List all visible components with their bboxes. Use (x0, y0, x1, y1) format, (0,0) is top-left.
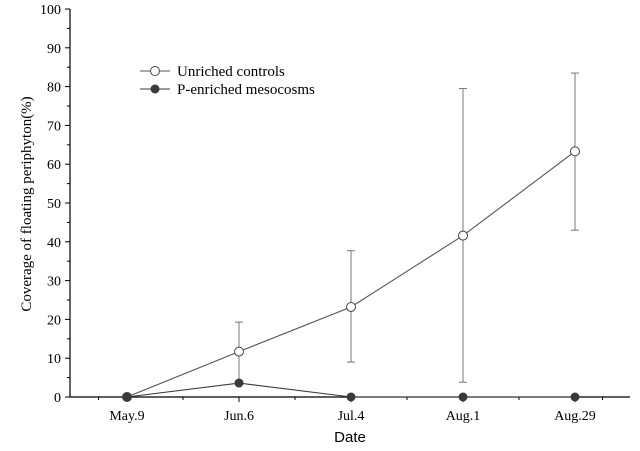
x-axis-title: Date (334, 429, 366, 446)
y-axis-title: Coverage of floating periphyton(%) (19, 96, 35, 311)
y-tick-label: 40 (47, 236, 61, 251)
series-2 (122, 378, 580, 402)
y-tick-label: 10 (47, 352, 61, 367)
data-point (458, 392, 468, 402)
y-tick-label: 100 (40, 3, 61, 18)
legend: Unriched controls P-enriched mesocosms (140, 64, 315, 98)
x-tick-label: Jul.4 (338, 409, 365, 424)
x-tick-label: May.9 (109, 409, 144, 424)
data-point (346, 392, 356, 402)
y-tick-label: 50 (47, 197, 61, 212)
data-point (458, 230, 468, 241)
legend-label: Unriched controls (177, 64, 285, 80)
y-axis-ticks: 0 10 20 30 40 50 60 70 80 90 100 (40, 3, 70, 406)
legend-entry: P-enriched mesocosms (140, 82, 315, 98)
x-tick-label: Aug.29 (554, 409, 596, 424)
legend-label: P-enriched mesocosms (177, 82, 315, 98)
legend-entry: Unriched controls (140, 64, 285, 80)
x-tick-label: Jun.6 (224, 409, 254, 424)
data-point (346, 301, 356, 312)
data-point (570, 392, 580, 402)
y-tick-label: 20 (47, 313, 61, 328)
legend-marker (150, 84, 160, 94)
data-point (570, 146, 580, 157)
series-layer (122, 72, 580, 402)
data-point (234, 378, 244, 388)
y-tick-label: 70 (47, 119, 61, 134)
y-tick-label: 30 (47, 275, 61, 290)
x-tick-label: Aug.1 (446, 409, 481, 424)
x-axis-ticks: May.9 Jun.6 Jul.4 Aug.1 Aug.29 (98, 397, 603, 424)
legend-marker (150, 66, 160, 76)
series-1 (122, 72, 580, 402)
y-tick-label: 0 (54, 391, 61, 406)
y-tick-label: 90 (47, 42, 61, 57)
y-tick-label: 60 (47, 158, 61, 173)
data-point (122, 392, 132, 402)
data-point (234, 346, 244, 357)
y-tick-label: 80 (47, 81, 61, 96)
